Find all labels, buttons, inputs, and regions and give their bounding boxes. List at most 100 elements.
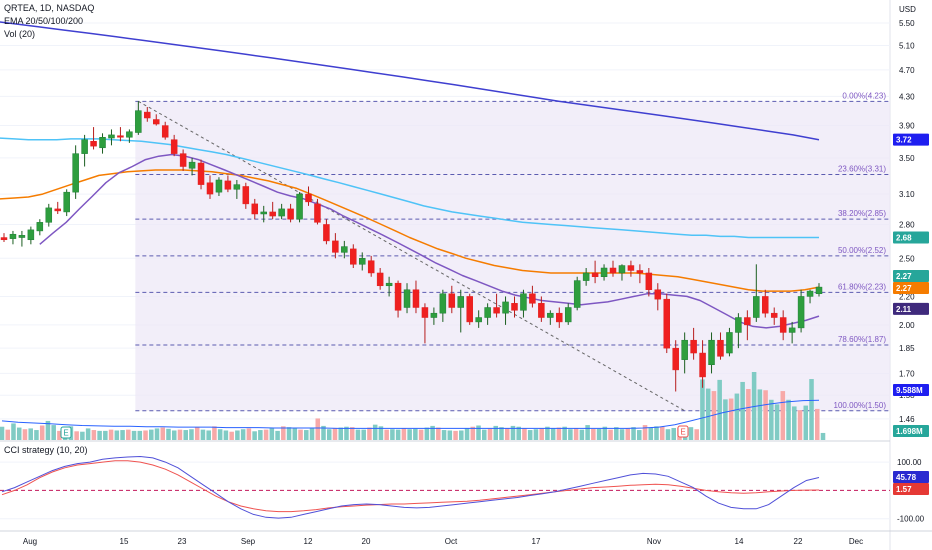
volume-bar: [769, 399, 774, 440]
candle-body: [654, 289, 662, 300]
volume-bar: [160, 427, 166, 440]
time-axis-label: Aug: [23, 537, 37, 546]
volume-bar: [780, 391, 786, 440]
candle-body: [681, 339, 688, 360]
candle-body: [770, 312, 778, 318]
candle-body: [672, 347, 679, 371]
candle-body: [287, 208, 294, 220]
volume-bar: [539, 428, 544, 440]
candle-body: [305, 193, 312, 203]
candle-body: [448, 293, 456, 308]
volume-bar: [114, 430, 120, 440]
volume-bar: [579, 429, 585, 440]
candle-body: [779, 317, 787, 333]
volume-bar: [717, 379, 722, 440]
volume-bar: [527, 430, 533, 440]
volume-bar: [390, 429, 395, 440]
volume-bar: [137, 430, 143, 440]
ema20-badge: 2.11: [896, 305, 912, 314]
candle-body: [645, 272, 653, 290]
time-axis-label: 22: [794, 537, 803, 546]
fib-level-label: 78.60%(1.87): [838, 335, 886, 344]
volume-bar: [585, 425, 590, 440]
volume-bar: [229, 431, 234, 440]
volume-bar: [711, 391, 717, 440]
candle-body: [170, 139, 178, 154]
candle-body: [788, 327, 796, 333]
volume-bar: [705, 388, 711, 440]
candle-body: [726, 332, 733, 354]
candle-body: [296, 193, 303, 220]
volume-bar: [45, 420, 51, 440]
volume-bar: [246, 428, 252, 440]
volume-badge-bg: [893, 425, 929, 437]
volume-bar: [57, 430, 62, 440]
volume-bar: [275, 430, 280, 440]
cci-signal-badge: 1.57: [896, 485, 912, 494]
volume-bar: [85, 428, 91, 440]
volume-bar: [499, 427, 504, 440]
ema200-line: [0, 21, 820, 141]
volume-bar: [384, 429, 389, 440]
candle-body: [806, 290, 814, 297]
ema200-badge-bg: [893, 133, 929, 146]
volume-bar: [608, 429, 613, 440]
candle-body: [224, 180, 232, 190]
cci-legend[interactable]: CCI strategy (10, 20): [4, 445, 88, 455]
candle-body: [699, 352, 706, 378]
candle-body: [573, 280, 581, 308]
fib-level-label: 0.00%(4.23): [842, 91, 886, 100]
volume-bar: [0, 426, 5, 440]
volume-bar: [453, 430, 458, 440]
candle-body: [18, 235, 26, 238]
volume-bar: [447, 430, 453, 440]
volume-bar: [80, 431, 85, 440]
volume-bar: [648, 427, 654, 440]
volume-bar: [212, 426, 217, 440]
symbol-legend[interactable]: QRTEA, 1D, NASDAQ: [4, 3, 95, 13]
price-tick-label: 4.70: [899, 66, 915, 75]
candle-body: [744, 317, 751, 326]
candle-body: [493, 307, 500, 314]
candle-body: [663, 298, 670, 349]
candle-body: [556, 312, 563, 323]
candle-body: [251, 203, 259, 215]
volume-bar: [792, 406, 797, 440]
volume-bar: [263, 429, 269, 440]
ema-legend[interactable]: EMA 20/50/100/200: [4, 16, 84, 26]
candle-body: [117, 135, 124, 138]
volume-bar: [573, 428, 579, 440]
volume-bar: [97, 430, 102, 440]
volume-bar: [309, 427, 315, 440]
cci-badge-bg: [893, 471, 929, 483]
volume-bar: [321, 425, 326, 440]
candle-body: [690, 339, 697, 354]
candle-body: [350, 248, 357, 265]
volume-bar: [5, 429, 11, 440]
fib-zone: [135, 101, 891, 411]
volume-bar: [464, 428, 470, 440]
volume-bar: [700, 379, 705, 440]
volume-bar: [252, 431, 257, 440]
volume-bar: [269, 427, 275, 440]
candle-body: [278, 208, 285, 217]
candle-body: [762, 296, 769, 314]
volume-bar: [757, 389, 763, 440]
candle-body: [412, 289, 420, 308]
volume-bar: [258, 430, 263, 440]
candle-body: [618, 265, 626, 274]
volume-bar: [131, 430, 137, 440]
candle-body: [161, 125, 169, 138]
volume-bar: [481, 429, 487, 440]
volume-bar: [338, 427, 344, 440]
time-axis-label: Sep: [241, 537, 256, 546]
candle-body: [108, 134, 115, 139]
volume-bar: [510, 425, 516, 440]
candle-body: [376, 272, 384, 287]
volume-bar: [596, 428, 602, 440]
volume-legend[interactable]: Vol (20): [4, 29, 36, 39]
volume-bar: [418, 429, 424, 440]
ema100-badge: 2.68: [896, 234, 912, 243]
price-tick-label: 2.00: [899, 321, 915, 330]
